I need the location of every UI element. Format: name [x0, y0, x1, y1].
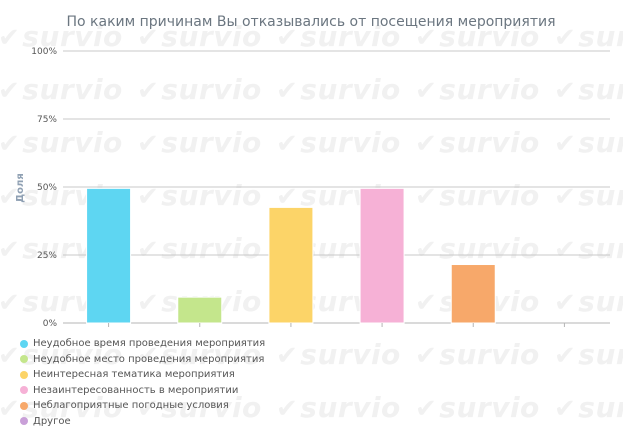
legend-label: Неудобное время проведения мероприятия: [33, 338, 266, 350]
bar: [86, 187, 132, 324]
legend-item: Другое: [20, 414, 265, 430]
legend-label: Другое: [33, 415, 71, 427]
legend-item: Неинтересная тематика мероприятия: [20, 367, 265, 383]
y-tick-label: 100%: [31, 47, 57, 57]
chart-legend: Неудобное время проведения мероприятия Не…: [20, 336, 265, 429]
gridlines: [63, 50, 610, 324]
legend-swatch: [20, 417, 28, 426]
legend-swatch: [20, 386, 28, 395]
y-axis-ticks: 0% 25% 50% 75% 100%: [31, 47, 57, 329]
legend-swatch: [20, 401, 28, 410]
legend-label: Неблагоприятные погодные условия: [33, 400, 229, 412]
legend-swatch: [20, 370, 28, 379]
legend-item: Незаинтересованность в мероприятии: [20, 383, 265, 399]
y-tick-label: 25%: [37, 251, 57, 261]
y-tick-label: 50%: [37, 183, 57, 193]
legend-swatch: [20, 355, 28, 364]
y-tick-label: 0%: [43, 319, 58, 329]
bar: [450, 264, 496, 324]
bar: [177, 296, 223, 324]
bars: [86, 187, 496, 324]
legend-swatch: [20, 339, 28, 348]
bar: [359, 187, 405, 324]
bar: [268, 206, 314, 324]
legend-label: Неинтересная тематика мероприятия: [33, 369, 235, 381]
y-tick-label: 75%: [37, 115, 57, 125]
y-axis-label: Доля: [15, 173, 26, 203]
legend-item: Неудобное время проведения мероприятия: [20, 336, 265, 352]
chart-title: По каким причинам Вы отказывались от пос…: [66, 14, 555, 30]
x-axis-ticks: [108, 323, 565, 327]
legend-item: Неблагоприятные погодные условия: [20, 398, 265, 414]
legend-label: Незаинтересованность в мероприятии: [33, 384, 239, 396]
legend-label: Неудобное место проведения мероприятия: [33, 353, 265, 365]
legend-item: Неудобное место проведения мероприятия: [20, 352, 265, 368]
